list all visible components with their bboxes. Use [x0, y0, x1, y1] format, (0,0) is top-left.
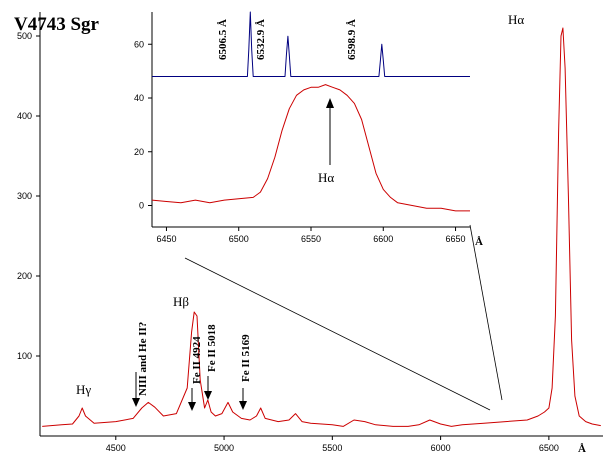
main-y-tick-label: 200 [17, 271, 32, 281]
inset-series [151, 11, 470, 212]
inset-axes [151, 12, 470, 228]
zoom-connector-left [184, 257, 491, 411]
annotation-niii-he-ii: NIII and He II? [137, 322, 149, 396]
zoom-connector-right [469, 224, 503, 401]
inset-x-unit: Å [475, 236, 483, 248]
annotation-h-beta: Hβ [173, 294, 189, 309]
annotation-fe-ii-5018: Fe II 5018 [206, 324, 218, 372]
arrowhead-niii-he-ii [132, 398, 140, 407]
arrowhead-fe-ii-4924 [188, 402, 196, 411]
inset-y-tick-label: 60 [134, 39, 144, 49]
inset-y-tick-label: 40 [134, 93, 144, 103]
inset-ticks: 6450 6500 6550 6600 6650 0 20 40 60 [134, 39, 466, 244]
arrowhead-fe-ii-5018 [204, 391, 212, 400]
main-y-tick-label: 100 [17, 351, 32, 361]
main-y-tick-label: 500 [17, 31, 32, 41]
annotation-fe-ii-5169: Fe II 5169 [240, 334, 252, 382]
main-x-tick-label: 5000 [214, 443, 234, 453]
main-x-unit: Å [578, 443, 586, 455]
main-series-line-0 [42, 27, 601, 427]
annotation-fe-ii-4924: Fe II 4924 [191, 336, 203, 384]
main-annotations: Hγ NIII and He II? Hβ Fe II 4924 Fe II 5… [76, 12, 524, 411]
main-axes [39, 12, 603, 437]
annotation-h-alpha-inset: Hα [318, 170, 334, 185]
arrowhead-h-alpha-inset [326, 98, 334, 108]
inset-series-line-0 [151, 84, 470, 212]
chart-title: V4743 Sgr [14, 14, 100, 35]
inset-series-line-1 [152, 11, 470, 77]
main-series [42, 27, 601, 427]
inset-x-tick-label: 6550 [301, 234, 321, 244]
main-x-tick-label: 6500 [539, 443, 559, 453]
arrowhead-fe-ii-5169 [239, 401, 247, 410]
main-x-tick-label: 5500 [322, 443, 342, 453]
inset-y-tick-label: 20 [134, 147, 144, 157]
inset-annotations: 6506.5 Å 6532.9 Å 6598.9 Å Hα [217, 19, 358, 185]
annotation-6506-5: 6506.5 Å [217, 19, 229, 60]
annotation-h-gamma: Hγ [76, 382, 91, 397]
main-y-tick-label: 300 [17, 191, 32, 201]
inset-x-tick-label: 6500 [229, 234, 249, 244]
main-x-tick-label: 6000 [431, 443, 451, 453]
main-x-tick-label: 4500 [106, 443, 126, 453]
inset-x-tick-label: 6650 [446, 234, 466, 244]
annotation-6532-9: 6532.9 Å [255, 19, 267, 60]
annotation-h-alpha-main: Hα [508, 12, 524, 27]
annotation-6598-9: 6598.9 Å [346, 19, 358, 60]
inset-y-tick-label: 0 [139, 201, 144, 211]
main-y-tick-label: 400 [17, 111, 32, 121]
inset-x-tick-label: 6450 [156, 234, 176, 244]
inset-x-tick-label: 6600 [373, 234, 393, 244]
